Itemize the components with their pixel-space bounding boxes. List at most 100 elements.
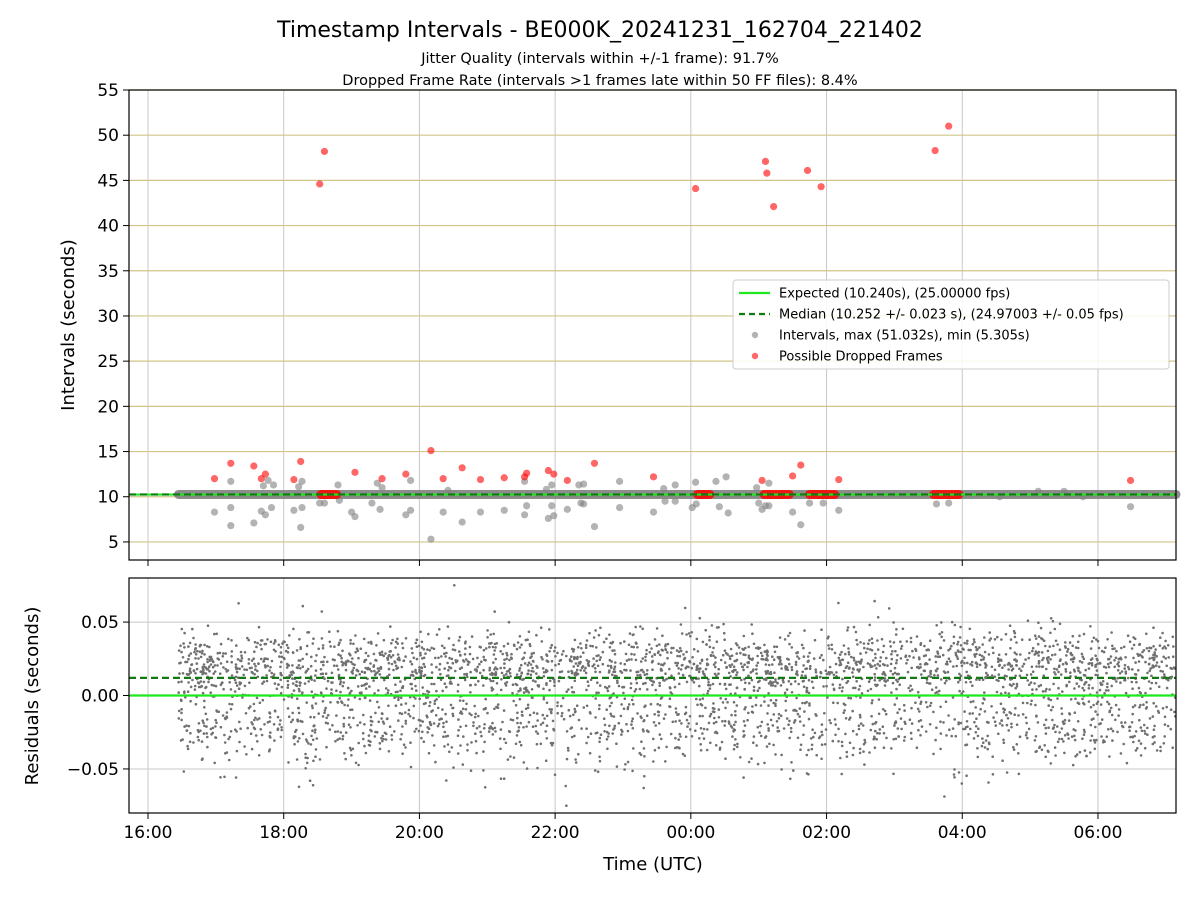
- residual-point: [1116, 669, 1120, 672]
- residual-point: [291, 682, 295, 685]
- residual-point: [631, 726, 635, 730]
- residual-point: [378, 673, 382, 676]
- residual-point: [907, 686, 910, 690]
- residual-point: [732, 668, 736, 672]
- residual-point: [658, 643, 661, 646]
- interval-point-4: [250, 519, 258, 527]
- residual-point: [1053, 723, 1056, 727]
- residual-point: [684, 711, 688, 715]
- residual-point: [1071, 657, 1074, 661]
- residual-point: [470, 713, 473, 717]
- residual-point: [695, 697, 698, 701]
- residual-point: [276, 715, 280, 719]
- residual-point: [526, 689, 529, 692]
- residual-point: [243, 745, 246, 748]
- residual-point: [225, 751, 229, 754]
- residual-point: [1139, 742, 1143, 745]
- residual-point: [394, 646, 397, 649]
- residual-point: [1015, 663, 1018, 667]
- residual-point: [1099, 722, 1102, 725]
- residual-point: [549, 646, 552, 650]
- residual-point: [390, 733, 394, 737]
- residual-point: [971, 712, 974, 715]
- residual-point: [810, 747, 814, 751]
- residual-point: [820, 723, 824, 726]
- residual-point: [1029, 673, 1033, 676]
- residual-point: [568, 714, 572, 718]
- residual-point: [1163, 715, 1167, 719]
- residual-point: [438, 662, 442, 666]
- residual-point: [1005, 771, 1009, 774]
- residual-point: [222, 687, 225, 691]
- residual-point: [723, 724, 726, 727]
- residual-point: [206, 658, 209, 661]
- residual-point: [1045, 667, 1048, 671]
- residual-point: [1163, 723, 1167, 726]
- residual-point: [1154, 705, 1158, 708]
- residual-point: [1009, 646, 1012, 650]
- residual-point: [1028, 638, 1031, 641]
- residual-point: [484, 697, 488, 701]
- residual-point: [528, 713, 532, 717]
- residual-point: [991, 773, 995, 776]
- residual-point: [259, 639, 263, 642]
- residual-point: [192, 669, 196, 672]
- residual-point: [431, 734, 434, 737]
- residual-point: [684, 705, 688, 709]
- residual-point: [952, 773, 956, 776]
- residual-point: [321, 700, 325, 703]
- residual-point: [280, 660, 283, 664]
- residual-point: [749, 696, 752, 699]
- interval-point-0: [210, 508, 219, 516]
- residual-point: [426, 648, 429, 651]
- residual-point: [842, 711, 845, 715]
- residual-point: [1119, 656, 1122, 660]
- residual-point: [943, 795, 946, 798]
- residual-point: [557, 679, 561, 683]
- residual-point: [1165, 664, 1168, 668]
- residual-point: [592, 663, 596, 666]
- residual-point: [1144, 660, 1147, 664]
- residuals-y-ticks: 0.050.00−0.05: [67, 613, 129, 780]
- interval-point-52: [660, 484, 668, 493]
- residual-point: [855, 680, 858, 683]
- residual-point: [215, 709, 218, 712]
- residual-point: [1149, 646, 1153, 650]
- residual-point: [1160, 676, 1164, 679]
- residual-point: [493, 726, 497, 730]
- residual-point: [342, 722, 346, 726]
- residual-point: [1052, 644, 1055, 648]
- residual-point: [268, 716, 272, 719]
- residual-point: [808, 667, 812, 670]
- residual-point: [1082, 673, 1086, 677]
- residual-point: [825, 672, 829, 676]
- residual-point: [1046, 660, 1050, 663]
- residual-point: [858, 751, 862, 755]
- residual-point: [837, 740, 840, 743]
- residual-point: [274, 640, 277, 643]
- residual-point: [606, 689, 610, 693]
- residual-point: [344, 731, 348, 734]
- residual-point: [1082, 689, 1086, 692]
- residual-point: [516, 721, 519, 725]
- residual-point: [747, 711, 750, 715]
- residual-point: [973, 640, 976, 644]
- residual-point: [676, 661, 680, 665]
- residual-point: [1069, 698, 1073, 701]
- residual-point: [846, 626, 850, 629]
- residual-point: [321, 644, 325, 647]
- residual-point: [585, 659, 589, 662]
- residual-point: [446, 734, 450, 738]
- residual-point: [634, 658, 638, 662]
- residual-point: [309, 743, 313, 746]
- residual-point: [255, 696, 259, 700]
- residual-point: [253, 650, 256, 653]
- residual-point: [191, 678, 194, 682]
- legend-intervals-label: Intervals, max (51.032s), min (5.305s): [779, 329, 1030, 344]
- residual-point: [308, 779, 312, 782]
- residual-point: [988, 742, 991, 746]
- residual-point: [376, 667, 380, 670]
- residual-point: [205, 725, 208, 728]
- residual-point: [1054, 639, 1058, 643]
- residual-point: [881, 650, 885, 654]
